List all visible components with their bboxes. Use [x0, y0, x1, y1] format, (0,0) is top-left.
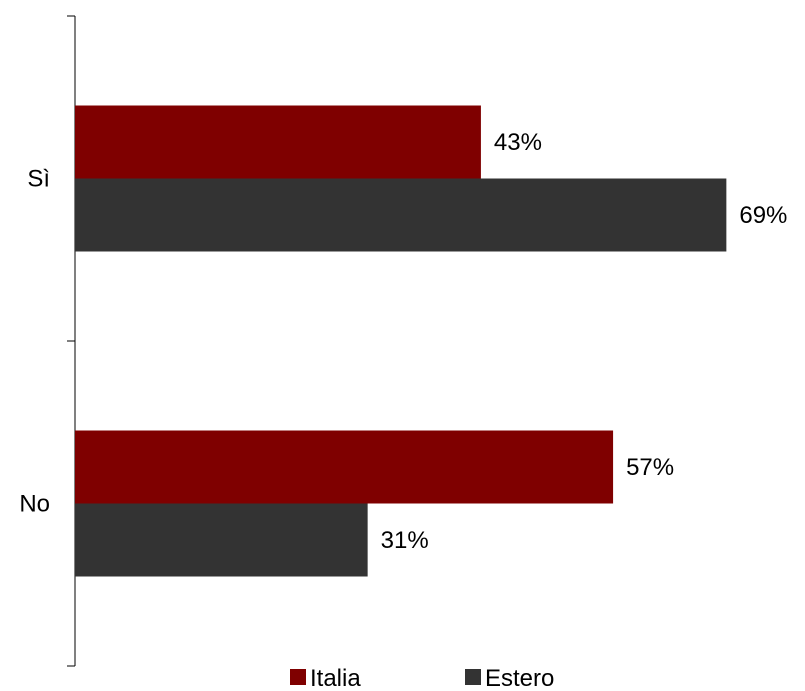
category-labels: Sì No	[19, 166, 50, 518]
bar-estero-1	[75, 503, 368, 577]
category-label: Sì	[27, 166, 50, 193]
legend-label-italia: Italia	[310, 665, 361, 691]
value-labels: 43% 69% 57% 31%	[381, 129, 788, 554]
legend-swatch-italia	[290, 669, 306, 685]
bar-italia-1	[75, 430, 614, 504]
data-label: 43%	[494, 129, 542, 156]
data-label: 57%	[626, 454, 674, 481]
category-label: No	[19, 491, 50, 518]
data-label: 69%	[739, 202, 787, 229]
bar-italia-0	[75, 105, 481, 179]
legend-swatch-estero	[465, 669, 481, 685]
legend-label-estero: Estero	[485, 665, 554, 691]
bars	[75, 105, 727, 577]
category-axis	[67, 15, 76, 667]
legend: Italia Estero	[290, 665, 554, 691]
bar-estero-0	[75, 178, 727, 252]
data-label: 31%	[381, 527, 429, 554]
